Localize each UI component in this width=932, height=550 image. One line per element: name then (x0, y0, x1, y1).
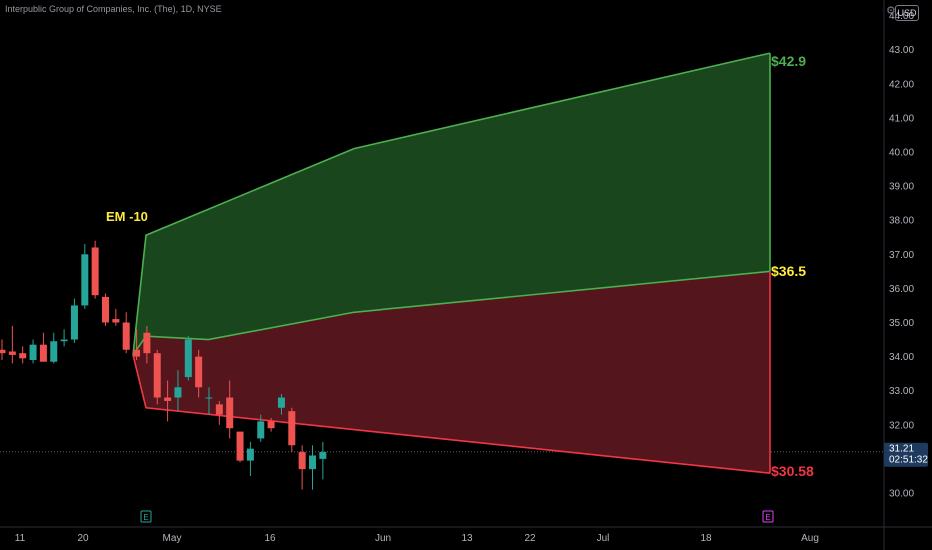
y-tick-label: 37.00 (889, 250, 914, 261)
settings-icon[interactable]: ⚙ (886, 5, 896, 17)
candle-body (184, 339, 192, 378)
lower-bound-line (132, 354, 771, 475)
candle-body (246, 448, 254, 461)
upper-bound-line (132, 52, 771, 355)
earnings-marker (762, 510, 774, 523)
x-tick-label: May (163, 533, 182, 544)
last-price-tag (884, 442, 928, 467)
y-tick-label: 41.00 (889, 113, 914, 124)
candle-body (174, 387, 182, 398)
candle-body (39, 344, 47, 362)
y-tick-label: 43.00 (889, 45, 914, 56)
y-tick-label: 36.00 (889, 284, 914, 295)
candle-body (29, 344, 37, 361)
countdown-value: 02:51:32 (889, 455, 928, 466)
x-tick-label: Jul (597, 533, 610, 544)
earnings-marker-label: E (765, 513, 770, 522)
y-tick-label: 39.00 (889, 182, 914, 193)
x-tick-label: 13 (461, 533, 473, 544)
x-tick-label: Aug (801, 533, 819, 544)
em-label: EM -10 (106, 209, 148, 224)
y-tick-label: 30.00 (889, 489, 914, 500)
candle-body (298, 452, 306, 470)
candle-body (81, 254, 89, 306)
candle-body (309, 455, 316, 470)
earnings-marker (140, 510, 152, 523)
upper-target-label: $42.9 (771, 53, 806, 69)
candle-body (70, 305, 78, 340)
x-tick-label: 22 (524, 533, 536, 544)
y-tick-label: 38.00 (889, 216, 914, 227)
x-tick-label: 18 (700, 533, 712, 544)
candle-body (319, 452, 327, 459)
candle-body (153, 353, 161, 398)
candle-body (91, 247, 99, 296)
candle-body (288, 411, 296, 446)
last-price-value: 31.21 (889, 444, 914, 455)
y-tick-label: 34.00 (889, 352, 914, 363)
y-tick-label: 44.00 (889, 11, 914, 22)
middle-target-label: $36.5 (771, 263, 806, 279)
middle-line (132, 270, 771, 356)
y-tick-label: 42.00 (889, 79, 914, 90)
earnings-marker-label: E (143, 513, 148, 522)
candle-body (102, 296, 109, 323)
candle-body (226, 397, 234, 429)
chart-title: Interpublic Group of Companies, Inc. (Th… (5, 4, 222, 14)
x-tick-label: 16 (264, 533, 276, 544)
y-tick-label: 33.00 (889, 386, 914, 397)
y-tick-label: 32.00 (889, 420, 914, 431)
y-tick-label: 35.00 (889, 318, 914, 329)
candle-body (143, 332, 151, 354)
upper-range-fill (133, 53, 770, 355)
candle-body (0, 349, 6, 354)
candle-body (60, 339, 68, 342)
candle-body (112, 319, 120, 323)
lower-target-label: $30.58 (771, 463, 814, 479)
candle-body (133, 349, 141, 357)
candle-body (195, 356, 203, 388)
candle-body (277, 397, 285, 408)
x-tick-label: 11 (15, 533, 26, 544)
x-tick-label: 20 (77, 533, 89, 544)
candle-body (215, 404, 223, 415)
candle-body (19, 353, 27, 359)
currency-button[interactable]: USD (895, 5, 919, 21)
candle-body (267, 421, 275, 429)
candle-body (164, 397, 172, 401)
candle-body (50, 341, 58, 362)
candle-body (122, 322, 130, 350)
candle-body (257, 421, 265, 439)
x-tick-label: Jun (375, 533, 391, 544)
y-tick-label: 40.00 (889, 148, 914, 159)
candle-body (8, 351, 16, 355)
candle-body (236, 431, 244, 461)
candle-body (205, 397, 213, 399)
